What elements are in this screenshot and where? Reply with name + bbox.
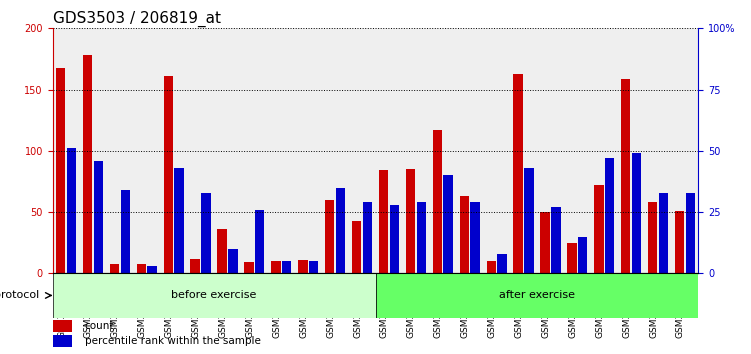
Bar: [379, 171, 388, 273]
Bar: [430, 28, 457, 273]
Bar: [321, 28, 348, 273]
Bar: [483, 28, 510, 273]
Bar: [201, 193, 211, 273]
Bar: [147, 266, 157, 273]
Bar: [271, 261, 281, 273]
Bar: [282, 261, 291, 273]
Bar: [134, 28, 160, 273]
Bar: [514, 74, 523, 273]
Bar: [214, 28, 241, 273]
Bar: [376, 28, 403, 273]
Bar: [605, 158, 614, 273]
Bar: [443, 175, 453, 273]
Bar: [510, 28, 537, 273]
Bar: [56, 68, 65, 273]
Bar: [348, 28, 376, 273]
Bar: [298, 260, 308, 273]
Text: count: count: [85, 321, 114, 331]
Bar: [228, 249, 237, 273]
Bar: [497, 254, 507, 273]
Bar: [578, 236, 587, 273]
Bar: [591, 28, 617, 273]
Bar: [244, 262, 254, 273]
Bar: [390, 205, 399, 273]
Bar: [217, 229, 227, 273]
Bar: [107, 28, 134, 273]
Bar: [336, 188, 345, 273]
Bar: [671, 28, 698, 273]
Text: percentile rank within the sample: percentile rank within the sample: [85, 336, 261, 346]
Bar: [537, 28, 564, 273]
Bar: [567, 243, 577, 273]
Bar: [67, 148, 76, 273]
FancyBboxPatch shape: [53, 273, 376, 318]
Bar: [644, 28, 671, 273]
Bar: [325, 200, 334, 273]
Bar: [309, 261, 318, 273]
Text: protocol: protocol: [0, 290, 39, 301]
Bar: [191, 259, 200, 273]
Bar: [564, 28, 591, 273]
Bar: [417, 202, 426, 273]
Bar: [470, 202, 480, 273]
Bar: [352, 221, 361, 273]
Bar: [80, 28, 107, 273]
Bar: [648, 202, 657, 273]
Text: after exercise: after exercise: [499, 290, 575, 301]
Bar: [540, 212, 550, 273]
Bar: [551, 207, 560, 273]
Bar: [617, 28, 644, 273]
Bar: [524, 168, 534, 273]
Bar: [160, 28, 187, 273]
Bar: [53, 335, 72, 347]
Bar: [53, 320, 72, 332]
Bar: [164, 76, 173, 273]
Bar: [659, 193, 668, 273]
Bar: [268, 28, 295, 273]
Bar: [487, 261, 496, 273]
Bar: [187, 28, 214, 273]
Text: GDS3503 / 206819_at: GDS3503 / 206819_at: [53, 11, 221, 27]
Bar: [406, 169, 415, 273]
Bar: [632, 153, 641, 273]
Text: before exercise: before exercise: [171, 290, 257, 301]
Bar: [686, 193, 695, 273]
Bar: [83, 55, 92, 273]
FancyBboxPatch shape: [376, 273, 698, 318]
Bar: [363, 202, 372, 273]
Bar: [621, 79, 631, 273]
Bar: [460, 196, 469, 273]
Bar: [255, 210, 264, 273]
Bar: [174, 168, 184, 273]
Bar: [433, 130, 442, 273]
Bar: [110, 264, 119, 273]
Bar: [295, 28, 321, 273]
Bar: [94, 161, 103, 273]
Bar: [241, 28, 268, 273]
Bar: [457, 28, 483, 273]
Bar: [120, 190, 130, 273]
Bar: [594, 185, 604, 273]
Bar: [137, 264, 146, 273]
Bar: [675, 211, 684, 273]
Bar: [403, 28, 430, 273]
Bar: [53, 28, 80, 273]
